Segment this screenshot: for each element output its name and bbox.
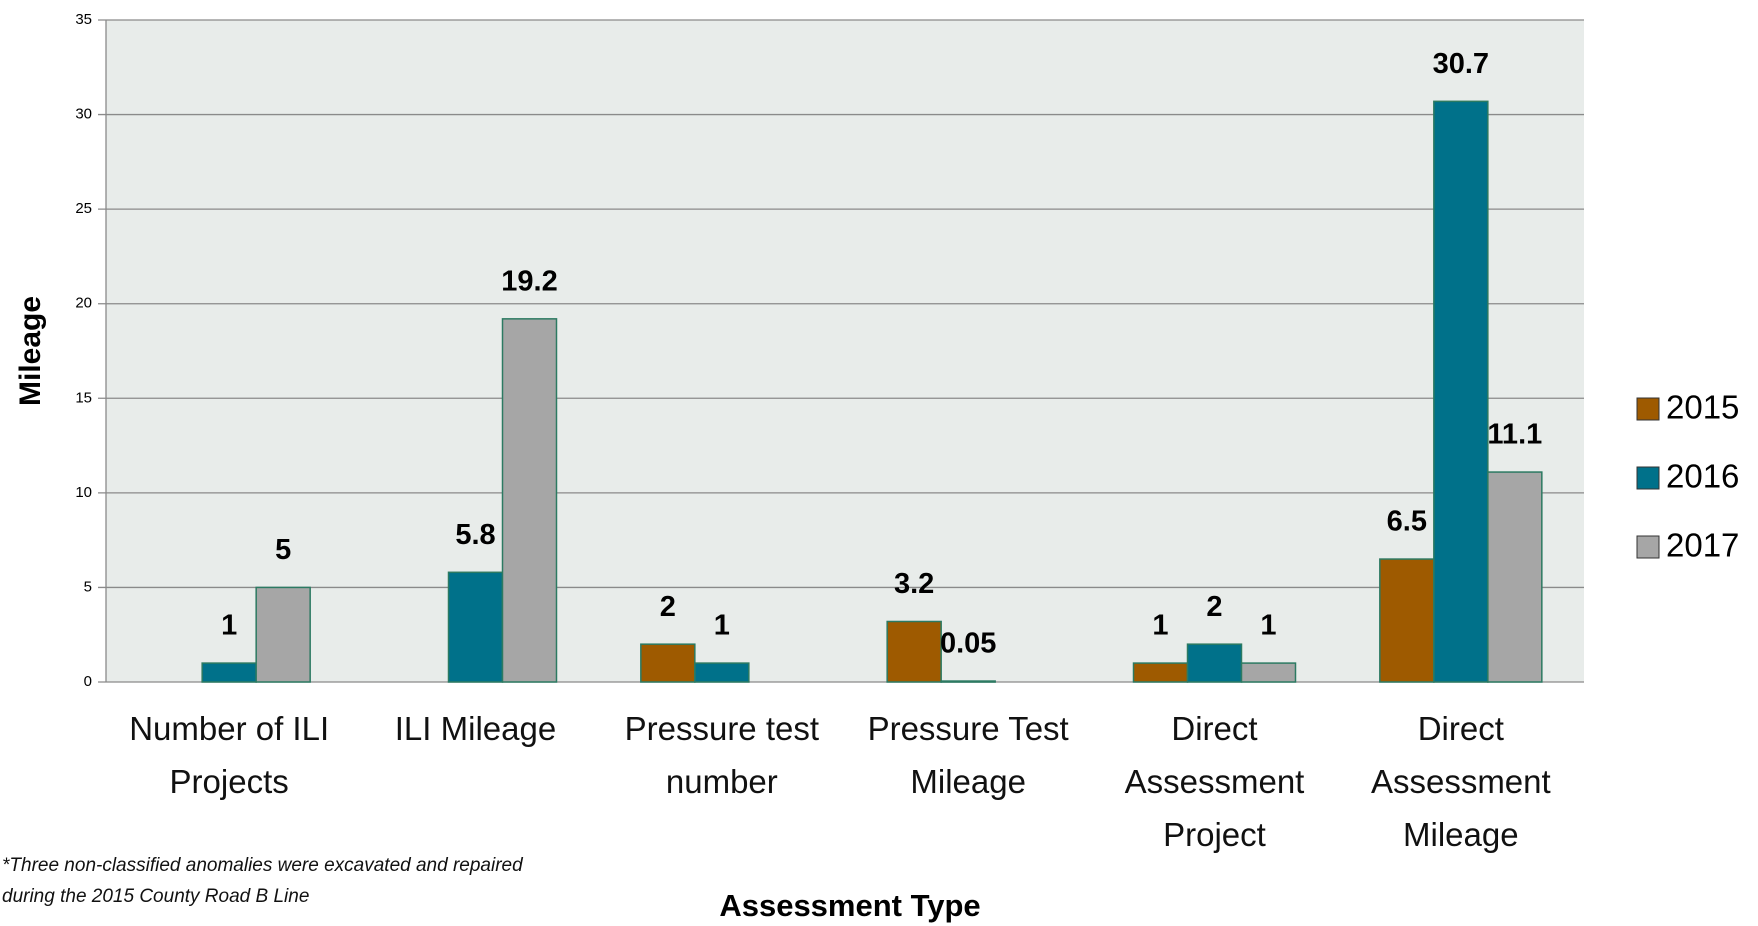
y-tick-label: 20 (75, 295, 92, 312)
x-tick-label: ILI Mileage (394, 710, 557, 747)
legend-swatch (1636, 466, 1660, 490)
value-label: 1 (714, 610, 730, 642)
value-label: 1 (221, 610, 237, 642)
footnote: *Three non-classified anomalies were exc… (2, 855, 523, 907)
bar (501, 318, 558, 683)
y-tick-label: 5 (84, 578, 92, 595)
x-tick-label: Pressure test number (624, 710, 820, 800)
bar (201, 662, 257, 683)
legend-swatch (1636, 535, 1660, 559)
x-tick-label: Number of ILI Projects (129, 710, 330, 800)
y-tick-label: 35 (75, 11, 92, 28)
y-tick-label: 10 (75, 484, 92, 501)
value-label: 11.1 (1487, 419, 1542, 451)
bar (1433, 100, 1489, 683)
legend-label: 2016 (1666, 458, 1739, 495)
value-label: 2 (1206, 591, 1222, 623)
value-label: 3.2 (894, 568, 934, 600)
value-label: 1 (1260, 610, 1276, 642)
y-axis-title: Mileage (14, 296, 47, 406)
bar (1240, 662, 1297, 683)
bar (1487, 471, 1543, 683)
value-label: 30.7 (1433, 48, 1489, 80)
y-tick-label: 30 (75, 106, 92, 123)
legend-swatch (1636, 397, 1660, 421)
bar (886, 620, 942, 683)
bar (694, 662, 750, 683)
y-tick-label: 25 (75, 200, 92, 217)
x-axis-title: Assessment Type (719, 888, 981, 923)
plot-area (106, 20, 1584, 682)
bar (940, 680, 996, 683)
bar (1186, 643, 1243, 683)
bar (1132, 662, 1189, 683)
y-tick-label: 15 (75, 389, 92, 406)
bar (640, 643, 696, 683)
value-label: 2 (660, 591, 676, 623)
x-tick-label: Pressure Test Mileage (867, 710, 1069, 800)
legend-label: 2017 (1666, 527, 1739, 564)
y-tick-label: 0 (84, 673, 92, 690)
value-label: 1 (1152, 610, 1168, 642)
value-label: 19.2 (501, 266, 557, 298)
bar (1379, 558, 1435, 683)
x-tick-label: Direct Assessment Mileage (1370, 710, 1551, 853)
x-tick-label: Direct Assessment Project (1124, 710, 1305, 853)
value-label: 5 (275, 534, 291, 566)
value-label: 0.05 (940, 628, 996, 660)
bar (255, 586, 311, 683)
bar (447, 571, 504, 683)
value-label: 5.8 (455, 519, 495, 551)
legend-label: 2015 (1666, 389, 1739, 426)
value-label: 6.5 (1387, 506, 1427, 538)
